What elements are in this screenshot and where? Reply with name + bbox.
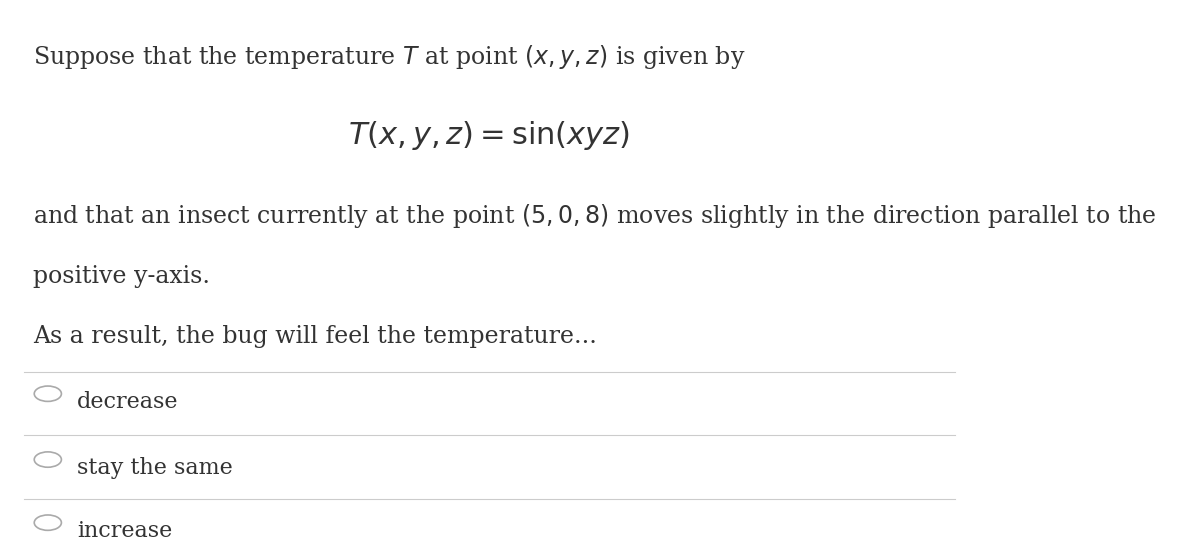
Text: Suppose that the temperature $\mathit{T}$ at point $(x, y, z)$ is given by: Suppose that the temperature $\mathit{T}… <box>34 42 745 71</box>
Text: $T(x, y, z) = \sin(xyz)$: $T(x, y, z) = \sin(xyz)$ <box>348 119 630 153</box>
Text: stay the same: stay the same <box>77 457 233 479</box>
Text: decrease: decrease <box>77 391 179 413</box>
Text: positive y-axis.: positive y-axis. <box>34 265 210 288</box>
Text: and that an insect currently at the point $(5, 0, 8)$ moves slightly in the dire: and that an insect currently at the poin… <box>34 202 1157 229</box>
Text: As a result, the bug will feel the temperature...: As a result, the bug will feel the tempe… <box>34 325 598 348</box>
Text: increase: increase <box>77 520 172 542</box>
